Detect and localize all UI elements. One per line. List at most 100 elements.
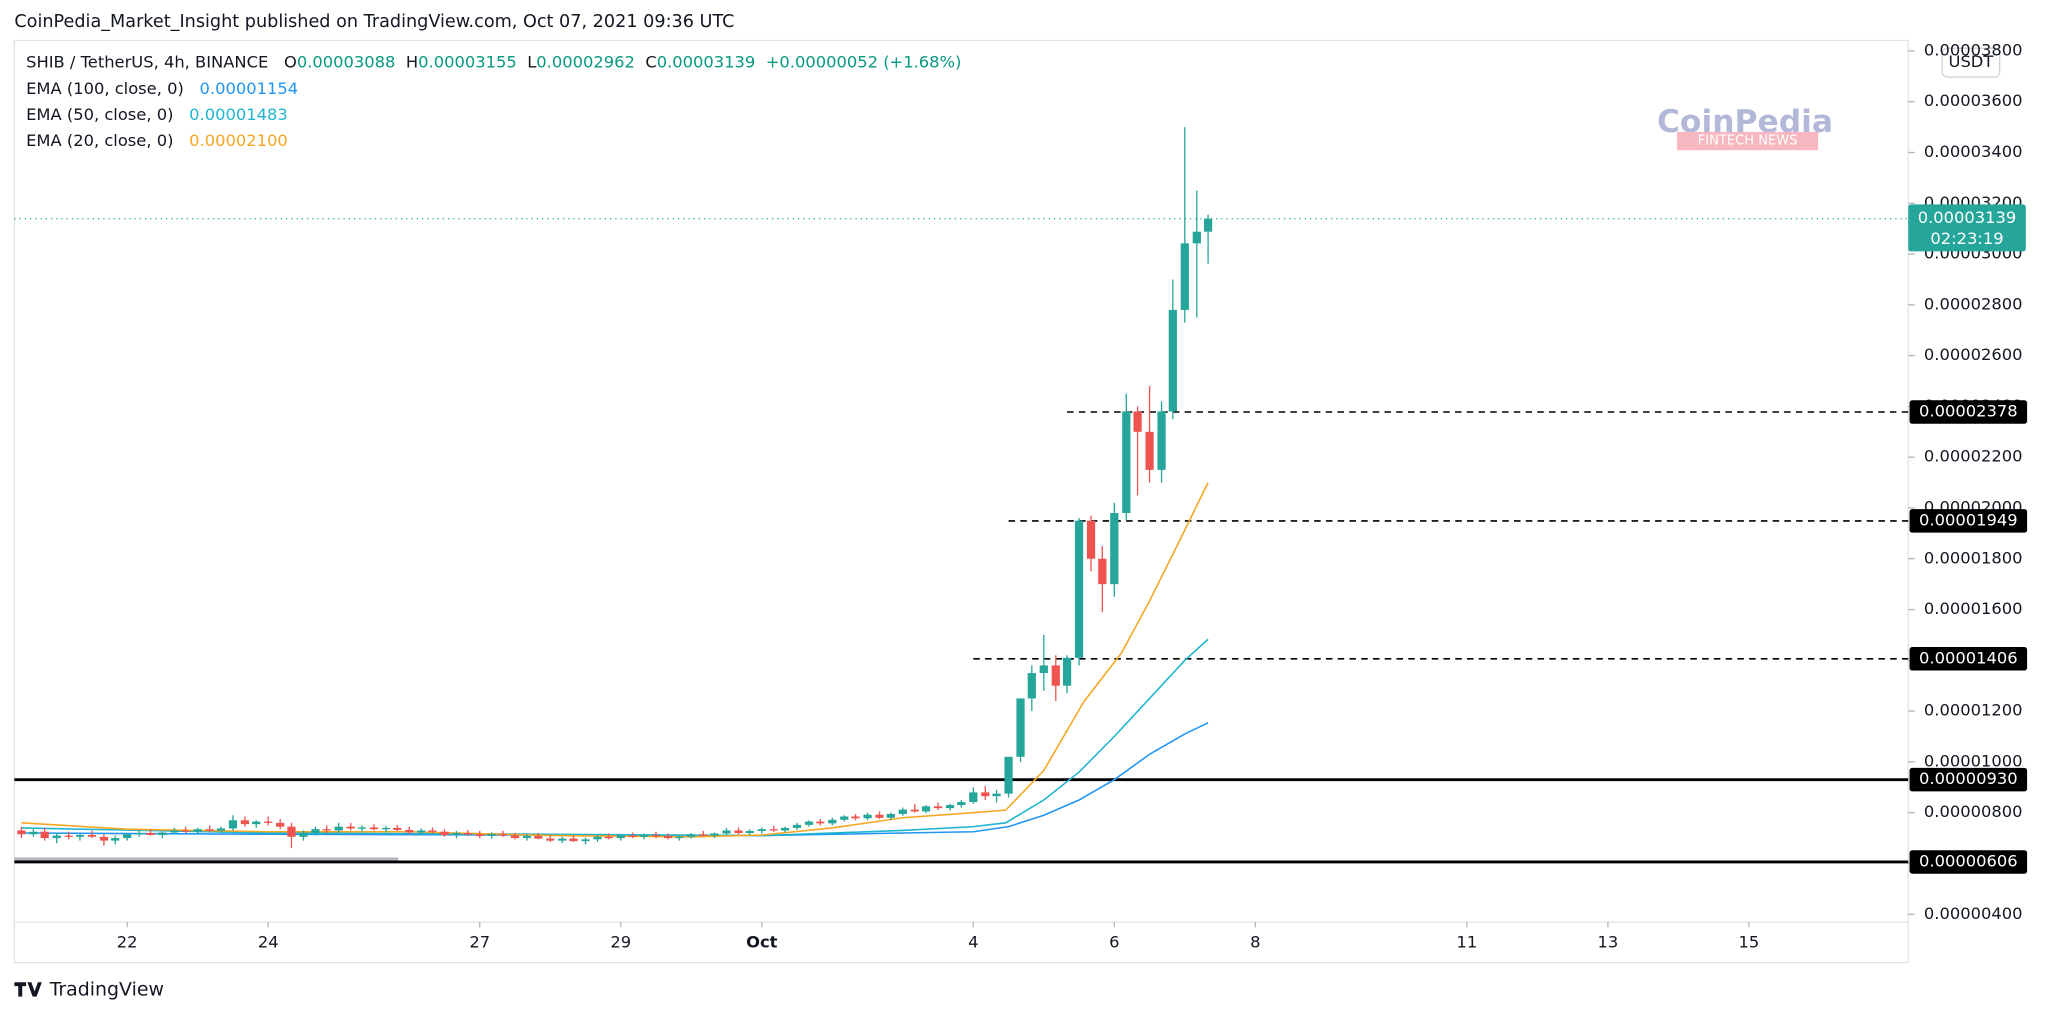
- candle-body: [828, 819, 837, 824]
- y-tick-label: 0.00002200: [1924, 447, 2023, 466]
- ohlc-key: L: [527, 52, 536, 71]
- candle-body: [158, 832, 167, 836]
- x-tick-label: 29: [610, 933, 631, 952]
- plot-frame: [13, 39, 1909, 964]
- candle-body: [346, 826, 355, 829]
- candle-body: [710, 833, 719, 836]
- candle-body: [816, 821, 825, 824]
- candle-body: [1039, 665, 1048, 674]
- y-tick-label: 0.00000800: [1924, 802, 2023, 821]
- symbol: SHIB / TetherUS, 4h, BINANCE: [26, 52, 268, 71]
- candle-body: [369, 827, 379, 830]
- ohlc-value: 0.00002962: [536, 52, 635, 71]
- ohlc-key: H: [406, 52, 418, 71]
- candle-body: [276, 822, 285, 827]
- candle-body: [381, 827, 391, 830]
- candle-body: [322, 829, 331, 831]
- candle-body: [734, 830, 743, 833]
- candle-body: [804, 821, 814, 825]
- level-label-box: [1909, 850, 2028, 874]
- candle-body: [135, 832, 144, 835]
- level-label-box: [1909, 767, 2028, 792]
- candle-body: [64, 835, 73, 837]
- candle-body: [510, 835, 520, 839]
- level-label: 0.00001949: [1919, 510, 2018, 529]
- candle-body: [558, 838, 567, 841]
- indicator-legend: EMA (50, close, 0) 0.00001483: [26, 104, 288, 123]
- candle-body: [921, 806, 931, 812]
- x-tick-label: 11: [1456, 933, 1477, 952]
- candle-body: [933, 806, 943, 809]
- candle-body: [252, 821, 261, 825]
- x-tick-label: 27: [469, 933, 490, 952]
- candle-body: [111, 838, 120, 841]
- ohlc-value: 0.00003139: [657, 52, 756, 71]
- level-label-box: [1909, 400, 2028, 424]
- candle-body: [780, 827, 790, 831]
- candle-body: [546, 838, 555, 841]
- ohlc-key: O: [284, 52, 297, 71]
- candle-body: [1180, 243, 1189, 310]
- candle-body: [205, 829, 214, 831]
- x-tick-label: 4: [968, 933, 978, 952]
- ohlc-value: 0.00003155: [418, 52, 517, 71]
- y-tick-label: 0.00002800: [1924, 294, 2023, 313]
- candle-body: [87, 835, 97, 837]
- y-tick-label: 0.00002600: [1924, 345, 2023, 364]
- candle-body: [440, 831, 449, 836]
- candle-body: [123, 834, 132, 839]
- x-tick-label: 6: [1109, 933, 1119, 952]
- level-label: 0.00002378: [1919, 401, 2018, 420]
- candle-body: [792, 824, 802, 828]
- candle-body: [593, 836, 602, 840]
- indicator-name: EMA (100, close, 0): [26, 78, 184, 97]
- x-tick-label: 22: [117, 933, 138, 952]
- candle-body: [1122, 411, 1131, 514]
- candle-body: [29, 831, 38, 835]
- candle-body: [534, 836, 543, 839]
- candle-body: [910, 809, 919, 812]
- candle-body: [1192, 231, 1201, 244]
- indicator-name: EMA (50, close, 0): [26, 104, 173, 123]
- candle-body: [1051, 665, 1060, 686]
- level-label: 0.00001406: [1919, 648, 2018, 667]
- candle-body: [863, 814, 872, 819]
- countdown: 02:23:19: [1930, 229, 2003, 248]
- candle-body: [75, 835, 85, 837]
- candle-body: [1016, 698, 1025, 757]
- candle-body: [992, 793, 1001, 797]
- candle-body: [216, 828, 226, 831]
- candle-body: [1074, 520, 1084, 658]
- candle-body: [287, 826, 296, 837]
- candle-body: [616, 835, 625, 839]
- candle-body: [687, 834, 696, 837]
- level-label: 0.00000930: [1919, 769, 2018, 788]
- y-tick-label: 0.00001600: [1924, 599, 2023, 618]
- candle-body: [745, 830, 754, 833]
- watermark-band: [1677, 131, 1819, 151]
- y-tick-label: 0.00001200: [1924, 701, 2023, 720]
- candle-body: [357, 827, 367, 829]
- y-tick-label: 0.00003400: [1924, 142, 2023, 161]
- candle-body: [228, 820, 238, 829]
- x-tick-label: Oct: [746, 933, 778, 952]
- watermark-sub: FINTECH NEWS: [1698, 134, 1798, 149]
- candle-body: [639, 835, 649, 837]
- y-tick-label: 0.00003600: [1924, 91, 2023, 110]
- x-tick-label: 24: [258, 933, 279, 952]
- candle-body: [1168, 309, 1177, 412]
- candle-body: [1145, 431, 1154, 470]
- candle-body: [428, 830, 437, 832]
- candle-body: [757, 829, 766, 831]
- level-label-box: [1909, 509, 2028, 533]
- footer-brand: TradingView: [49, 979, 164, 1001]
- candle-body: [651, 835, 661, 837]
- currency-box: [1941, 47, 2001, 78]
- candle-body: [417, 830, 426, 833]
- last-price-label: 0.00003139: [1918, 208, 2017, 227]
- level-label: 0.00000606: [1919, 851, 2018, 870]
- candle-body: [1027, 673, 1036, 699]
- y-tick-label: 0.00001800: [1924, 548, 2023, 567]
- candle-body: [52, 835, 61, 839]
- indicator-value: 0.00001154: [200, 78, 299, 97]
